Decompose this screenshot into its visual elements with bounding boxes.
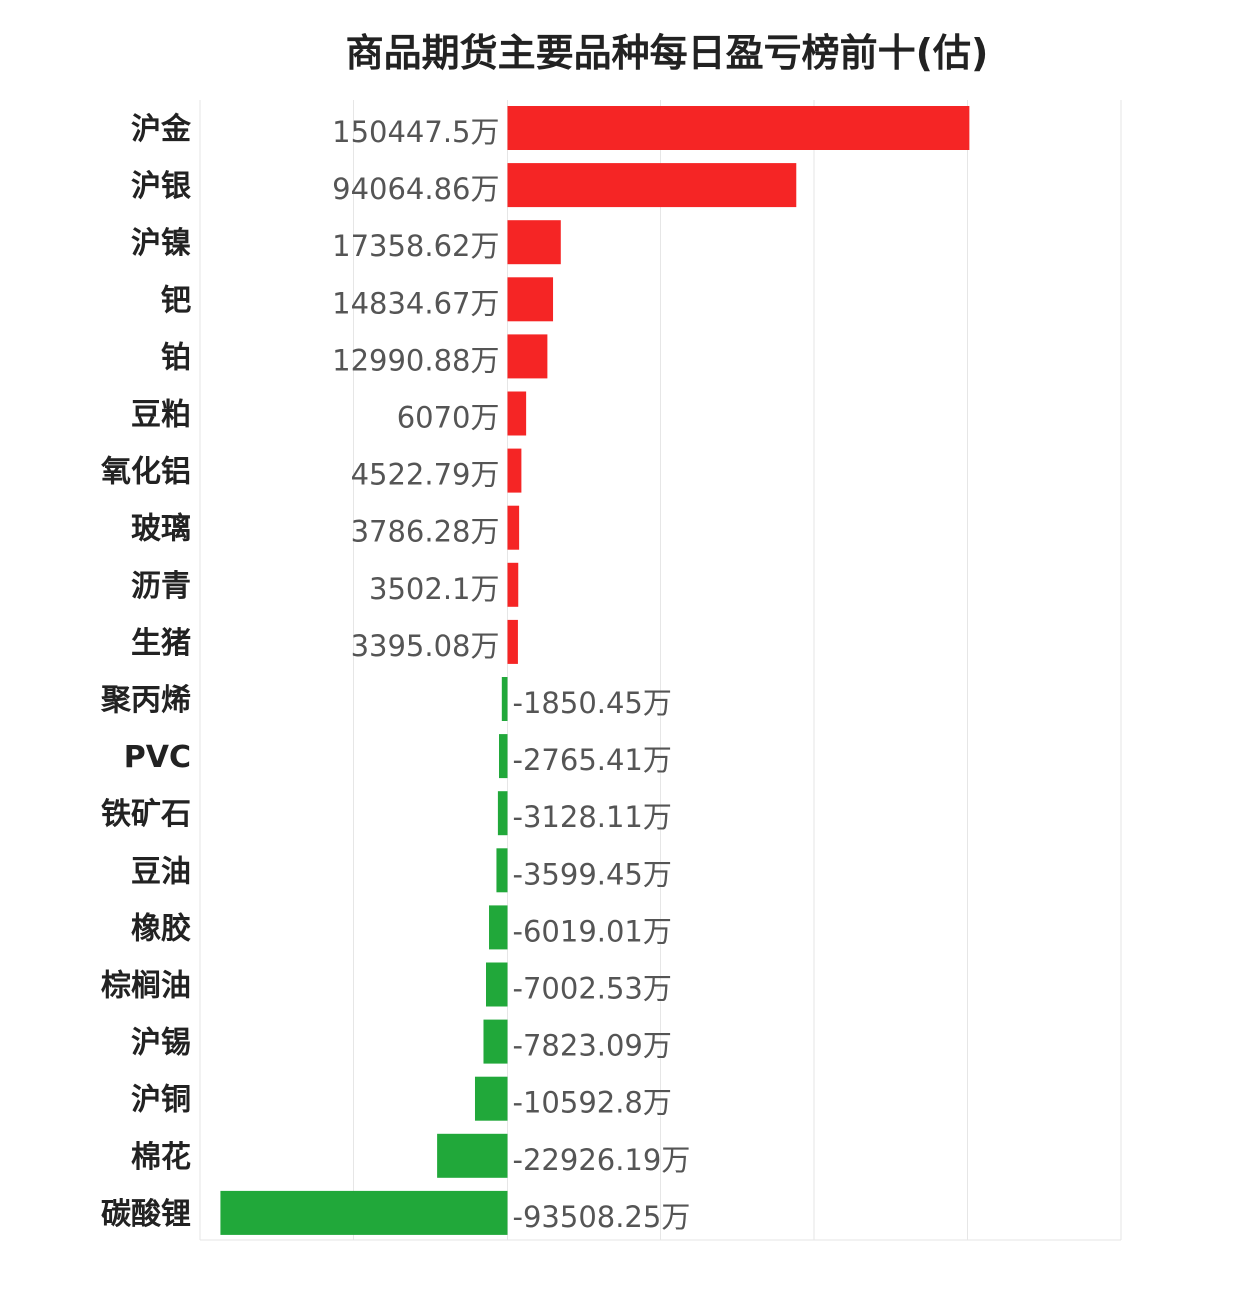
bar [507, 277, 554, 322]
category-label: 铁矿石 [101, 797, 191, 832]
bar [474, 1076, 508, 1121]
category-label: 沪银 [131, 169, 191, 204]
bar [507, 163, 797, 208]
category-label: 沪金 [131, 112, 192, 147]
data-label: 14834.67万 [332, 286, 499, 320]
category-label: 沪镍 [131, 226, 191, 261]
data-label: -2765.41万 [513, 743, 672, 777]
chart-title: 商品期货主要品种每日盈亏榜前十(估) [345, 31, 989, 75]
data-label: -1850.45万 [513, 686, 672, 720]
bar [507, 391, 527, 436]
data-label: -93508.25万 [513, 1200, 691, 1234]
bar [507, 334, 548, 379]
data-label: 3786.28万 [351, 515, 500, 549]
data-label: -7002.53万 [513, 972, 672, 1006]
data-label: 3395.08万 [351, 629, 500, 663]
bar [507, 562, 519, 607]
bar [486, 962, 508, 1007]
category-label: 生猪 [131, 626, 191, 661]
category-label: 橡胶 [131, 911, 191, 946]
bar [501, 677, 508, 721]
category-label: 棕榈油 [101, 969, 191, 1004]
category-label: 聚丙烯 [100, 683, 191, 718]
category-label: PVC [124, 740, 191, 775]
category-label: 沪锡 [131, 1026, 191, 1061]
data-label: -10592.8万 [513, 1086, 672, 1120]
data-label: 94064.86万 [332, 172, 499, 206]
data-label: -22926.19万 [513, 1143, 691, 1177]
bar [507, 106, 970, 150]
data-label: -3599.45万 [513, 857, 672, 891]
bar [496, 848, 508, 893]
data-label: -3128.11万 [513, 800, 672, 834]
data-label: 3502.1万 [369, 572, 499, 606]
category-label: 棉花 [131, 1140, 191, 1175]
category-label: 沥青 [131, 569, 191, 604]
value-labels: 150447.5万 94064.86万 17358.62万 14834.67万 1299… [332, 115, 690, 1234]
bar [507, 448, 522, 493]
data-label: 6070万 [397, 401, 500, 435]
bar [489, 905, 508, 950]
bar [507, 619, 518, 664]
data-label: -6019.01万 [513, 914, 672, 948]
data-label: 4522.79万 [351, 458, 500, 492]
data-label: -7823.09万 [513, 1029, 672, 1063]
category-label: 氧化铝 [101, 455, 191, 490]
category-label: 豆粕 [131, 398, 191, 433]
data-label: 12990.88万 [332, 343, 499, 377]
bar [497, 791, 508, 836]
bar [220, 1190, 508, 1235]
data-label: 150447.5万 [332, 115, 499, 149]
category-label: 玻璃 [131, 512, 191, 547]
category-label: 钯 [161, 283, 191, 318]
category-label: 铂 [161, 340, 191, 375]
category-label: 豆油 [131, 854, 191, 889]
grid-lines [199, 100, 1122, 1241]
bar [507, 220, 561, 265]
category-label: 沪铜 [131, 1083, 191, 1118]
category-label: 碳酸锂 [101, 1197, 191, 1232]
bar [437, 1133, 508, 1178]
bar [507, 505, 520, 550]
bar [499, 734, 508, 779]
bars [220, 106, 970, 1235]
bar [483, 1019, 508, 1064]
data-label: 17358.62万 [332, 229, 499, 263]
